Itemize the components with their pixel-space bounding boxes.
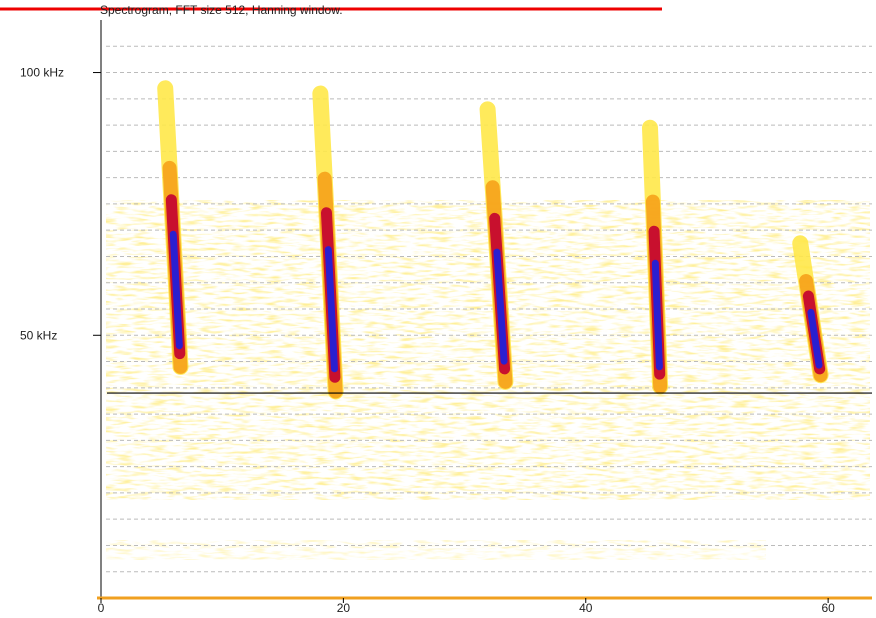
call-peak bbox=[324, 246, 338, 373]
noise-texture bbox=[106, 200, 870, 500]
y-tick-label: 50 kHz bbox=[20, 328, 57, 342]
x-tick-label: 60 bbox=[821, 601, 835, 615]
y-tick-label: 100 kHz bbox=[20, 66, 64, 80]
noise-texture bbox=[106, 540, 766, 560]
chart-title: Spectrogram, FFT size 512, Hanning windo… bbox=[100, 3, 343, 17]
call-peak bbox=[651, 259, 663, 371]
x-tick-label: 40 bbox=[579, 601, 593, 615]
x-tick-label: 20 bbox=[337, 601, 351, 615]
x-tick-label: 0 bbox=[98, 601, 105, 615]
call-peak bbox=[169, 230, 183, 350]
call-peak bbox=[493, 248, 508, 365]
call-peak bbox=[807, 308, 823, 369]
